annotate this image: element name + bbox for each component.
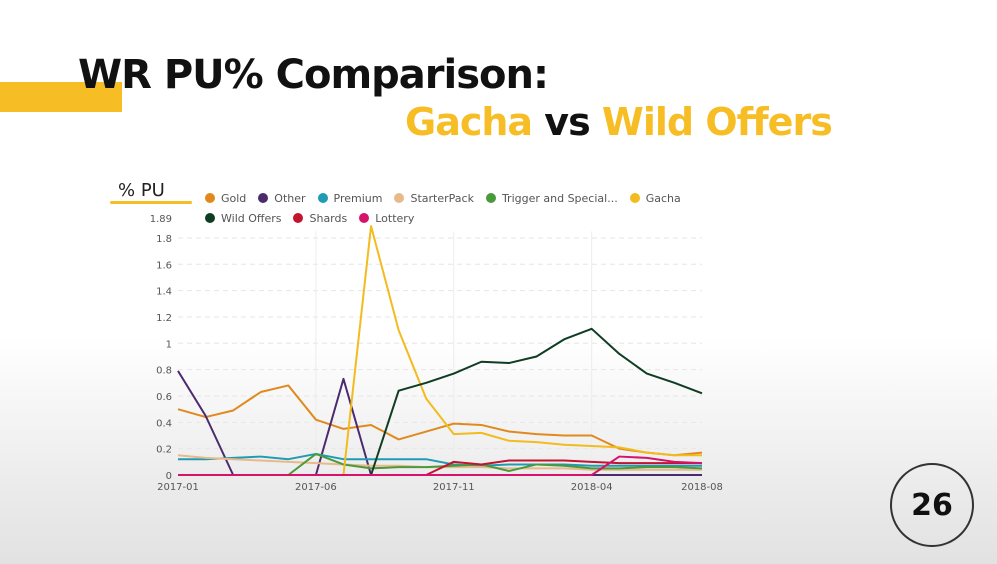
legend-label: Trigger and Special... xyxy=(501,191,618,205)
legend-item[interactable]: StarterPack xyxy=(394,191,474,205)
legend-dot-icon xyxy=(293,213,304,223)
legend-label: Other xyxy=(274,191,306,205)
subtitle-wild-offers: Wild Offers xyxy=(601,100,833,144)
legend-dot-icon xyxy=(317,193,328,203)
legend-label: Lottery xyxy=(375,211,415,225)
legend-item[interactable]: Gold xyxy=(205,192,246,205)
legend-item[interactable]: Wild Offers xyxy=(205,212,281,225)
legend-item[interactable]: Gacha xyxy=(629,191,681,205)
legend-item[interactable]: Lottery xyxy=(359,212,414,225)
legend-item[interactable]: Trigger and Special... xyxy=(485,191,618,205)
series-line-premium xyxy=(178,452,702,467)
svg-text:0.6: 0.6 xyxy=(156,392,172,403)
legend-dot-icon xyxy=(394,193,405,203)
svg-text:1.8: 1.8 xyxy=(156,234,172,245)
svg-text:2017-06: 2017-06 xyxy=(295,482,337,493)
legend-label: Shards xyxy=(309,211,348,225)
page-number: 26 xyxy=(890,463,974,547)
legend-label: Wild Offers xyxy=(221,211,282,225)
svg-text:0: 0 xyxy=(166,471,172,482)
legend-label: Gold xyxy=(221,191,247,205)
legend-dot-icon xyxy=(205,213,215,223)
legend-dot-icon xyxy=(629,193,640,203)
legend-dot-icon xyxy=(485,193,496,203)
subtitle-vs: vs xyxy=(544,100,590,144)
subtitle-gacha: Gacha xyxy=(405,100,533,144)
svg-text:1.4: 1.4 xyxy=(156,287,172,298)
legend-label: Gacha xyxy=(645,191,681,205)
series-line-gacha xyxy=(178,225,702,476)
series-line-lottery xyxy=(178,455,703,476)
y-axis-label-underline xyxy=(110,201,192,204)
legend-label: Premium xyxy=(333,191,383,205)
svg-text:1.89: 1.89 xyxy=(150,214,172,225)
svg-text:2018-04: 2018-04 xyxy=(571,482,613,493)
title-accent-bar xyxy=(0,82,122,112)
legend-item[interactable]: Shards xyxy=(293,212,347,225)
svg-text:1.2: 1.2 xyxy=(156,313,172,324)
legend-label: StarterPack xyxy=(410,191,474,205)
y-axis-label: % PU xyxy=(118,180,165,201)
chart-legend: Gold Other Premium StarterPack Trigger and S… xyxy=(205,188,693,228)
svg-text:1: 1 xyxy=(166,339,172,350)
legend-item[interactable]: Premium xyxy=(317,191,383,205)
svg-text:2018-08: 2018-08 xyxy=(681,482,723,493)
legend-dot-icon xyxy=(205,193,215,203)
svg-text:0.8: 0.8 xyxy=(156,366,172,377)
legend-dot-icon xyxy=(359,213,370,223)
svg-text:0.2: 0.2 xyxy=(156,445,172,456)
svg-text:0.4: 0.4 xyxy=(156,418,172,429)
svg-text:2017-01: 2017-01 xyxy=(157,482,199,493)
legend-item[interactable]: Other xyxy=(258,191,306,205)
legend-dot-icon xyxy=(258,193,269,203)
slide-title: WR PU% Comparison: xyxy=(78,52,549,98)
series-line-wild-offers xyxy=(178,327,703,476)
svg-text:2017-11: 2017-11 xyxy=(433,482,475,493)
svg-text:1.6: 1.6 xyxy=(156,260,172,271)
slide-subtitle: Gacha vs Wild Offers xyxy=(405,100,833,144)
